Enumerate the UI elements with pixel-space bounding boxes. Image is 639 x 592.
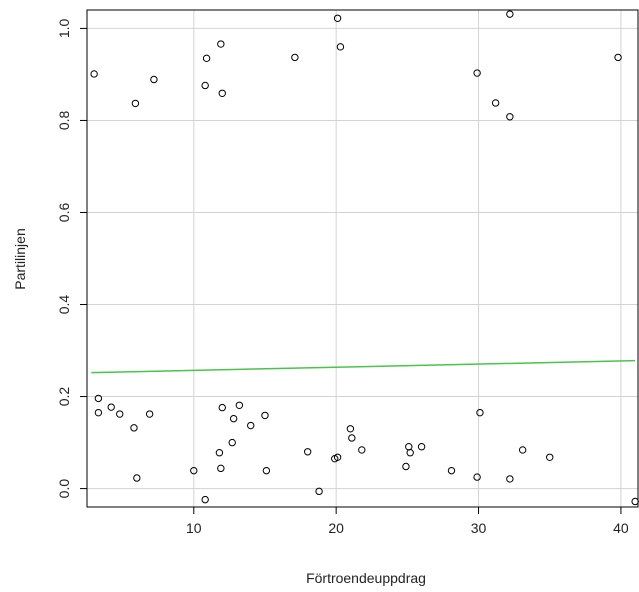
data-point	[358, 446, 366, 454]
data-point	[491, 99, 500, 107]
data-point	[107, 403, 115, 411]
data-point	[417, 443, 426, 451]
data-point	[261, 411, 269, 420]
data-point	[131, 99, 140, 108]
data-point	[473, 473, 481, 481]
data-point	[506, 113, 514, 121]
trend-line-layer	[91, 359, 636, 374]
data-point	[217, 464, 225, 473]
grid	[87, 10, 638, 507]
data-point	[405, 443, 413, 451]
data-point	[546, 453, 554, 461]
data-point	[402, 462, 410, 471]
data-point	[145, 410, 154, 418]
data-point	[190, 466, 198, 475]
y-axis: 0.0 0.2 0.4 0.6 0.8 1.0	[56, 18, 87, 498]
data-point	[333, 453, 342, 461]
data-point	[133, 474, 141, 482]
data-point	[94, 394, 103, 403]
y-tick-label: 0.0	[56, 479, 72, 499]
data-point	[202, 54, 211, 63]
data-point	[348, 434, 356, 442]
y-tick-label: 0.8	[56, 111, 72, 131]
data-point	[303, 448, 312, 456]
data-point	[506, 10, 514, 18]
x-tick-label: 10	[186, 520, 202, 536]
data-point	[201, 495, 209, 504]
data-points	[90, 10, 639, 506]
data-point	[116, 410, 124, 418]
x-axis: 10 20 30 40	[186, 507, 629, 536]
data-point	[518, 446, 527, 454]
data-point	[130, 424, 138, 432]
trend-line	[91, 359, 636, 374]
x-tick-label: 20	[328, 520, 344, 536]
data-point	[406, 448, 414, 457]
data-point	[247, 421, 255, 430]
data-point	[333, 14, 342, 22]
x-axis-title: Förtroendeuppdrag	[306, 570, 426, 586]
data-point	[291, 53, 299, 62]
y-tick-label: 0.6	[56, 203, 72, 223]
data-point	[90, 70, 98, 78]
data-point	[473, 69, 481, 77]
data-point	[315, 487, 323, 496]
data-point	[476, 408, 484, 417]
data-point	[94, 408, 103, 417]
data-point	[235, 401, 244, 409]
data-point	[262, 466, 271, 475]
data-point	[218, 403, 226, 412]
y-axis-title: Partilinjen	[12, 228, 28, 289]
data-point	[631, 497, 639, 506]
data-point	[614, 53, 622, 62]
x-tick-label: 40	[613, 520, 629, 536]
y-tick-label: 1.0	[56, 18, 72, 38]
data-point	[229, 414, 238, 423]
data-point	[215, 448, 224, 457]
data-point	[336, 43, 345, 51]
y-tick-label: 0.2	[56, 387, 72, 407]
plot-frame	[86, 9, 639, 508]
x-tick-label: 30	[471, 520, 487, 536]
data-point	[506, 475, 514, 483]
data-point	[217, 40, 225, 48]
data-point	[228, 438, 236, 447]
y-tick-label: 0.4	[56, 295, 72, 315]
data-point	[218, 89, 226, 97]
data-point	[150, 75, 158, 84]
data-point	[201, 81, 209, 90]
data-point	[447, 466, 456, 475]
data-point	[346, 425, 355, 433]
